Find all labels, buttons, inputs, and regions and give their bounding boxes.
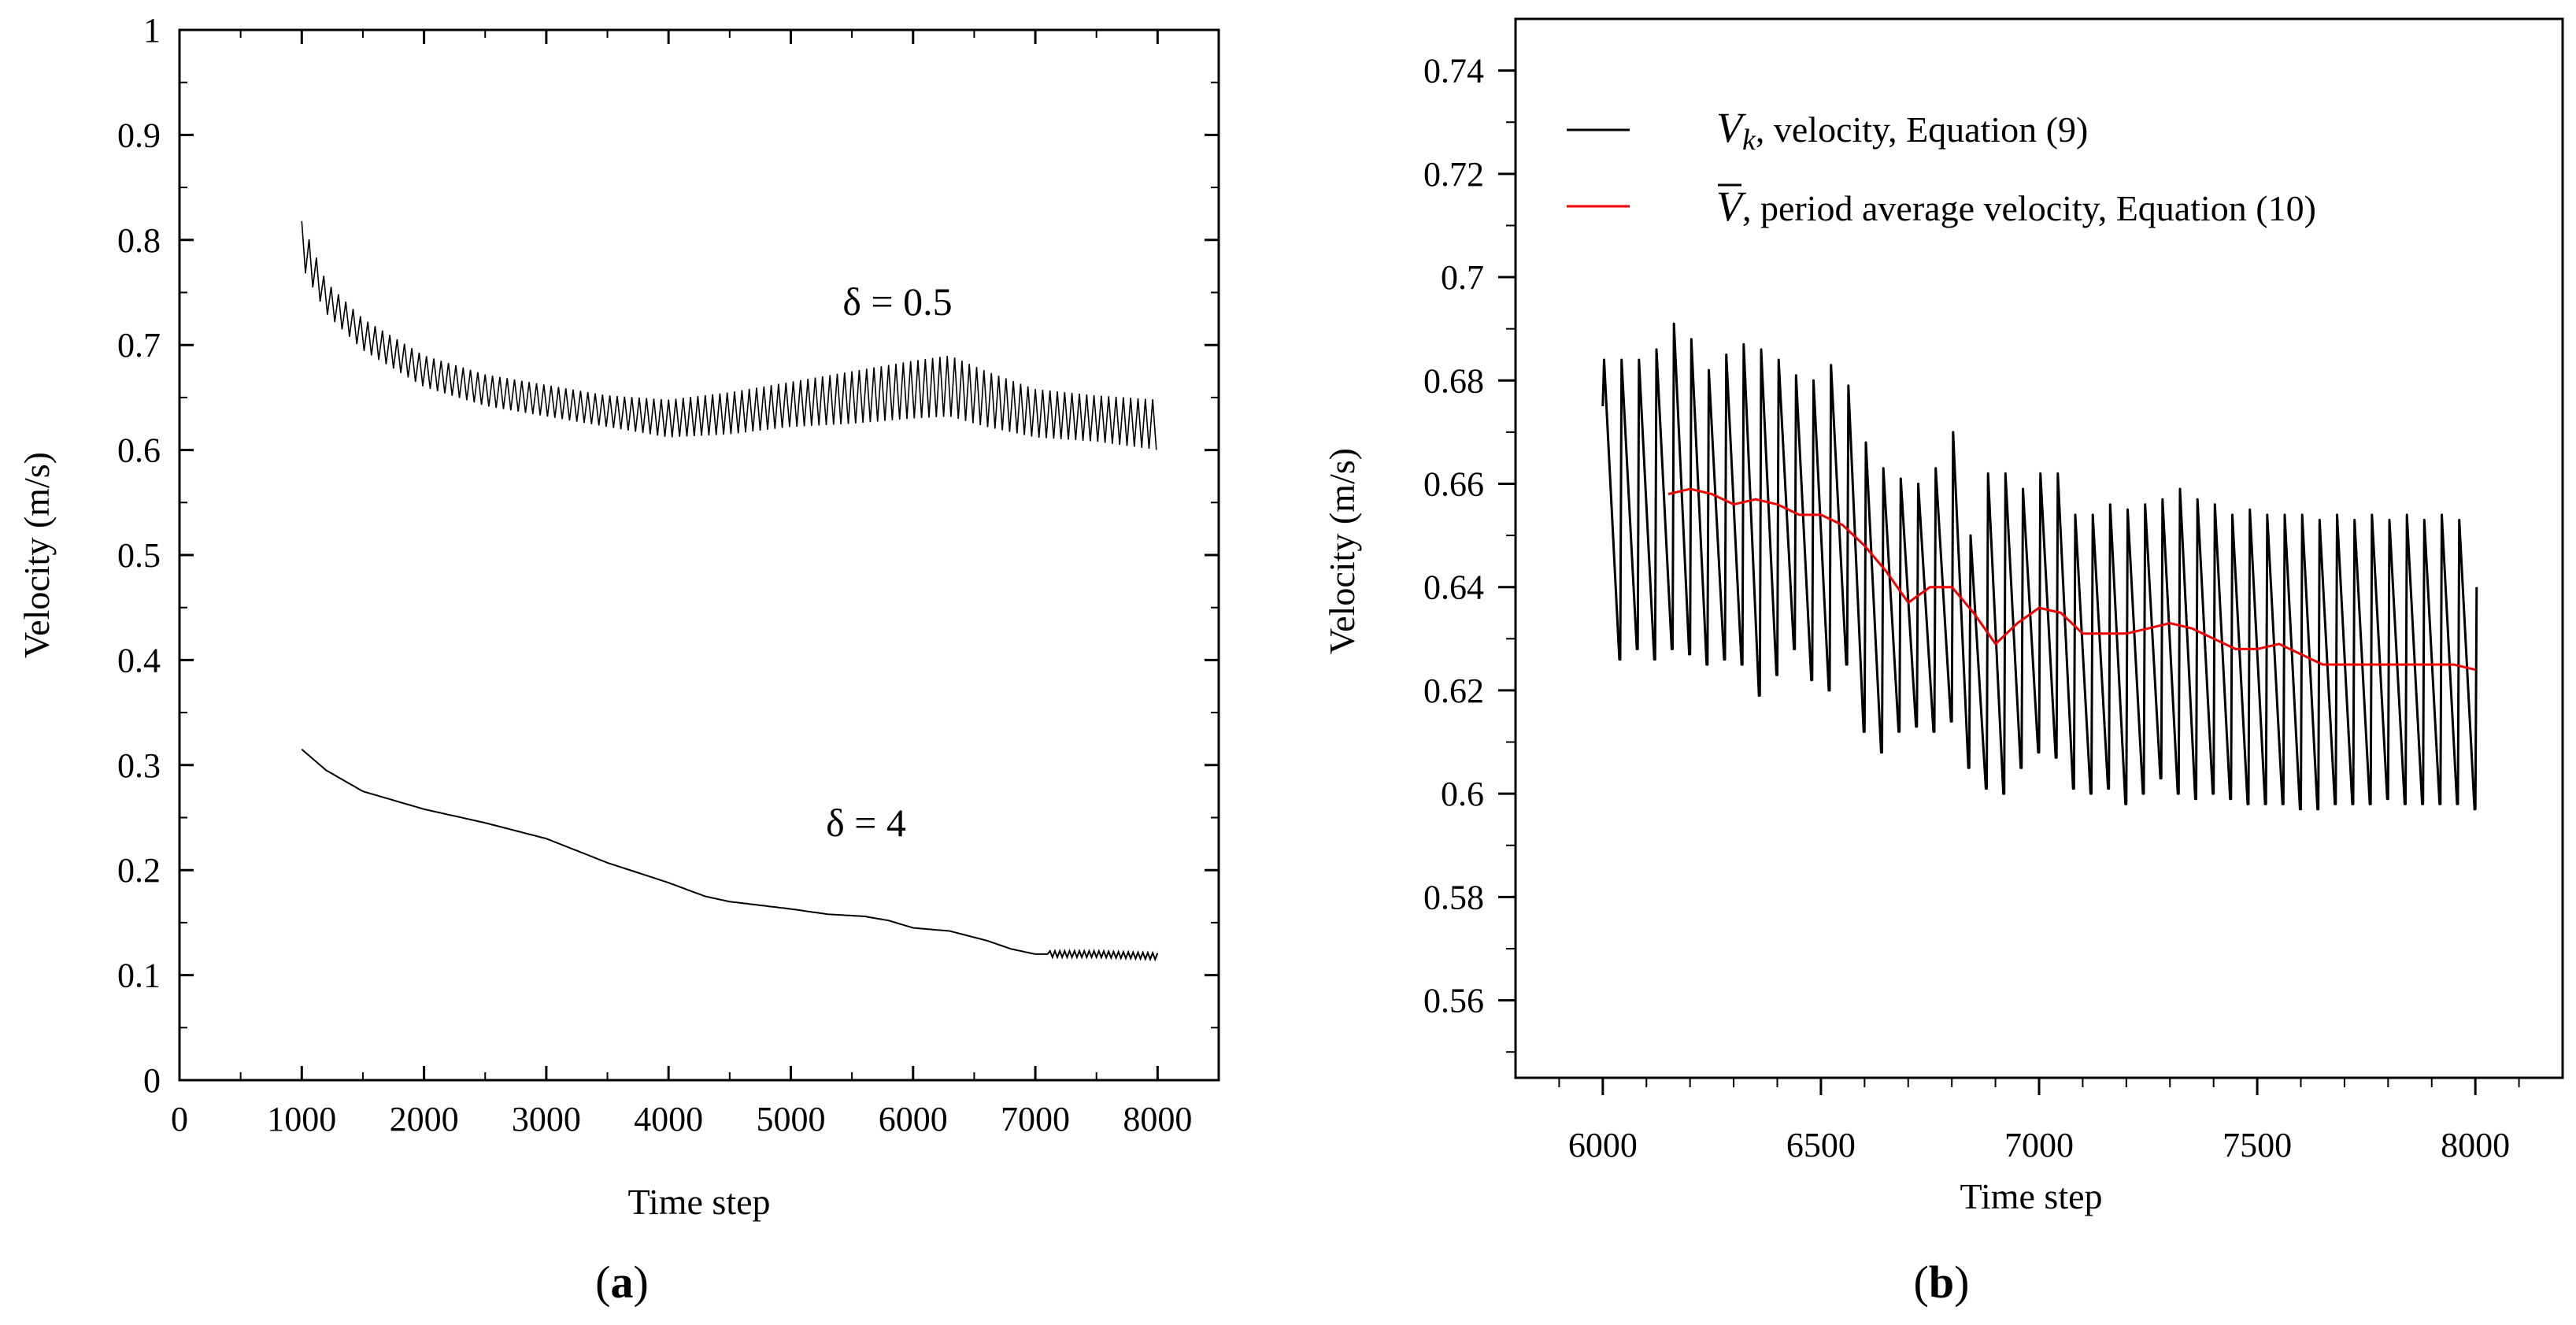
panel-a-x-tick-label: 1000 (267, 1100, 336, 1138)
panel-b-x-tick-label: 6500 (1786, 1126, 1856, 1164)
legend-entry-vbar: V, period average velocity, Equation (10… (1716, 183, 2316, 230)
legend-entry-vk: Vk, velocity, Equation (9) (1716, 104, 2088, 157)
panel-a-y-tick-label: 0.9 (117, 116, 161, 154)
series-delta-0-5-line (301, 220, 1157, 450)
panel-a-label: (a) (595, 1257, 649, 1308)
panel-a-x-tick-label: 7000 (1001, 1100, 1070, 1138)
panel-b-y-tick-label: 0.74 (1423, 52, 1484, 91)
series-delta-4-line (301, 749, 1159, 962)
panel-a-y-tick-label: 0.2 (117, 851, 161, 890)
panel-b-x-tick-label: 7000 (2004, 1126, 2074, 1164)
panel-a-x-tick-label: 2000 (390, 1100, 459, 1138)
panel-a-x-tick-label: 4000 (634, 1100, 703, 1138)
panel-b-x-axis-title: Time step (1960, 1176, 2102, 1216)
panel-b-x-tick-label: 6000 (1568, 1126, 1638, 1164)
panel-a-x-tick-label: 8000 (1123, 1100, 1192, 1138)
legend: Vk, velocity, Equation (9) V, period ave… (1567, 104, 2316, 230)
panel-a-x-tick-label: 6000 (879, 1100, 948, 1138)
annotation-delta-4: δ = 4 (826, 801, 906, 845)
panel-b-label: (b) (1914, 1257, 1970, 1308)
panel-b-y-tick-label: 0.7 (1441, 258, 1484, 297)
panel-a-y-tick-label: 0.5 (117, 536, 161, 575)
panel-a-y-tick-label: 0.1 (117, 957, 161, 995)
panel-b-x-tick-label: 8000 (2441, 1126, 2510, 1164)
panel-b-tick-labels: 6000 6500 7000 7500 8000 0.56 0.58 0.6 0.62 0.64 0… (1423, 52, 2510, 1164)
panel-a-y-tick-label: 0.7 (117, 326, 161, 365)
panel-b-ticks (1498, 69, 2520, 1095)
panel-a-y-tick-label: 0.6 (117, 431, 161, 470)
panel-a-tick-labels: 0 1000 2000 3000 4000 5000 6000 7000 8000 0 0.1 0.2… (117, 11, 1192, 1138)
panel-a-series (301, 220, 1159, 962)
panel-b-y-tick-label: 0.6 (1441, 775, 1484, 813)
panel-b-x-tick-label: 7500 (2223, 1126, 2292, 1164)
panel-b-y-tick-label: 0.66 (1423, 464, 1484, 503)
panel-b-y-tick-label: 0.58 (1423, 878, 1484, 916)
panel-a-x-tick-label: 3000 (512, 1100, 581, 1138)
panel-b-y-tick-label: 0.56 (1423, 982, 1484, 1020)
panel-b-y-tick-label: 0.68 (1423, 361, 1484, 400)
series-vk-line (1601, 322, 2478, 811)
panel-a-x-tick-label: 0 (171, 1100, 188, 1138)
panel-a-y-tick-label: 0.8 (117, 221, 161, 260)
panel-b-y-tick-label: 0.64 (1423, 568, 1484, 607)
panel-a-y-tick-label: 0.4 (117, 641, 161, 679)
panel-a-chart: 0 1000 2000 3000 4000 5000 6000 7000 8000 0 0.1 0.2… (17, 11, 1220, 1308)
panel-a-y-axis-title: Velocity (m/s) (17, 452, 57, 658)
panel-b-plot-frame (1514, 17, 2564, 1079)
panel-a-plot-frame (178, 28, 1220, 1082)
panel-b-series (1601, 322, 2478, 811)
panel-a-x-tick-label: 5000 (756, 1100, 825, 1138)
panel-a-y-tick-label: 0.3 (117, 746, 161, 785)
series-vbar-line (1667, 487, 2476, 672)
panel-a-y-tick-label: 0 (143, 1061, 161, 1100)
panel-b-y-axis-title: Velocity (m/s) (1322, 448, 1362, 654)
panel-b-y-tick-label: 0.62 (1423, 672, 1484, 710)
panel-a-y-tick-label: 1 (143, 11, 161, 50)
annotation-delta-0-5: δ = 0.5 (842, 279, 952, 324)
panel-b-y-tick-label: 0.72 (1423, 155, 1484, 194)
panel-b-chart: 6000 6500 7000 7500 8000 0.56 0.58 0.6 0.62 0.64 0… (1322, 17, 2564, 1308)
panel-a-x-axis-title: Time step (627, 1182, 770, 1222)
